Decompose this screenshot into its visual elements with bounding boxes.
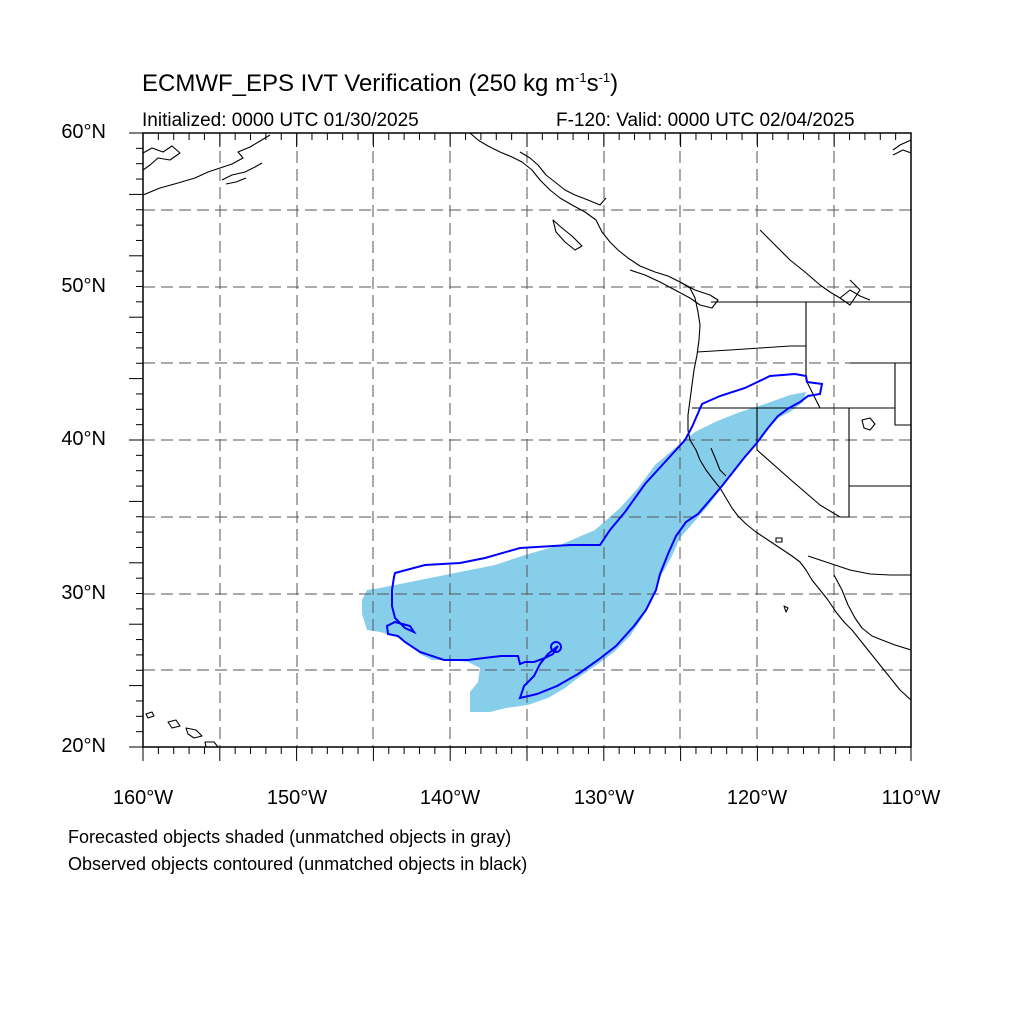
us-mexico-border [807,555,911,576]
island-coastline [225,177,247,185]
title-sup2: -1 [598,70,611,85]
valid-time: F-120: Valid: 0000 UTC 02/04/2025 [556,110,855,131]
oahu-island [167,719,181,729]
lat-label-60: 60°N [61,121,106,143]
lat-label-40: 40°N [61,428,106,450]
title-sup1: -1 [575,70,587,85]
vancouver-island-coastline [629,269,719,309]
haida-gwaii-coastline [552,219,583,251]
bc-inland-border [759,229,871,301]
coastlines [143,133,911,747]
sf-bay-coastline [710,447,727,477]
alaska-coastline [143,145,181,171]
title-main: ECMWF_EPS IVT Verification (250 kg m [142,70,576,97]
se-alaska-inland-coast [519,151,607,206]
channel-island [775,537,783,543]
mountain-border [839,279,861,306]
alaska-peninsula-coastline [143,134,271,196]
lon-label-130: 130°W [573,787,635,809]
washington-oregon-border [696,302,807,353]
title-mid: s [586,70,599,97]
maui-island [185,727,203,739]
lat-label-20: 20°N [61,735,106,757]
lon-label-110: 110°W [881,787,941,809]
big-island [204,741,219,747]
lon-label-160: 160°W [112,787,174,809]
initialized-time: Initialized: 0000 UTC 01/30/2025 [142,110,419,131]
idaho-oregon-border [805,346,821,409]
kauai-island [145,711,155,719]
map-title: ECMWF_EPS IVT Verification (250 kg m-1s-… [142,70,618,98]
observed-object [385,372,824,700]
nw-territories-coast-2 [892,149,911,156]
nevada-utah-border [840,408,850,518]
lat-label-50: 50°N [61,275,106,297]
great-salt-lake [861,417,876,431]
observed-contour-end [550,641,562,653]
caption-forecast: Forecasted objects shaded (unmatched obj… [68,827,512,847]
california-nevada-border [756,408,841,518]
guadalupe-island [783,605,789,613]
lon-label-140: 140°W [419,787,481,809]
baja-gulf-coastline [833,574,911,651]
title-end: ) [610,70,619,97]
kodiak-coastline [221,162,263,181]
axis-ticks [129,132,912,761]
lat-label-30: 30°N [61,582,106,604]
forecast-object [362,392,806,712]
lon-label-150: 150°W [266,787,328,809]
lon-label-120: 120°W [726,787,788,809]
nw-territories-coast [892,139,911,151]
wyoming-border [894,363,911,426]
pacific-nw-coastline [469,133,701,441]
caption-observed: Observed objects contoured (unmatched ob… [68,854,528,874]
california-coastline [689,439,911,701]
